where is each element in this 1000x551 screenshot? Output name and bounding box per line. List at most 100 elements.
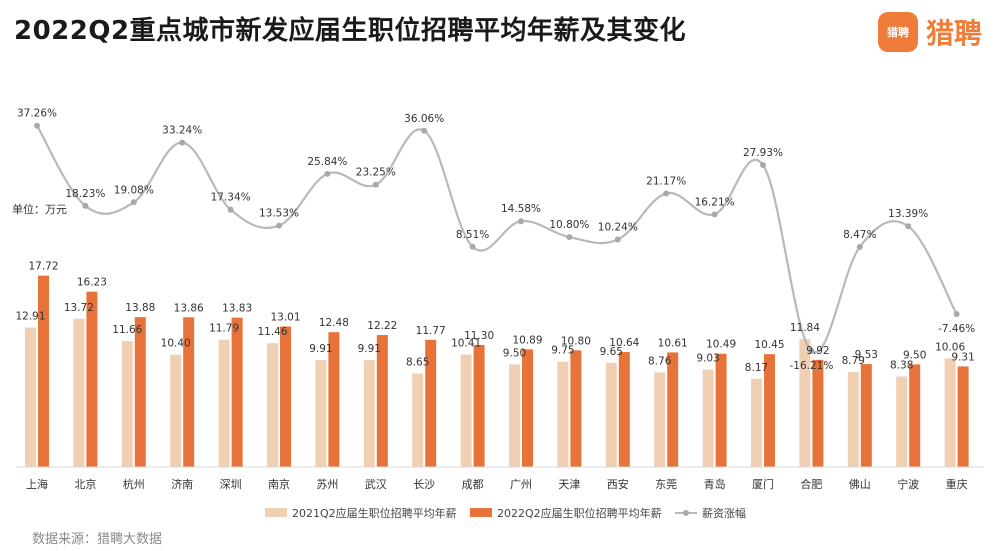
x-tick-label: 上海 (26, 477, 48, 491)
bar-2021-label: 13.72 (64, 302, 94, 314)
line-layer (34, 122, 960, 354)
x-tick-label: 南京 (268, 477, 290, 491)
liepin-logo-icon: 猎聘 (877, 12, 918, 52)
bar-2022 (86, 291, 98, 467)
bar-2022-label: 10.64 (609, 337, 639, 349)
bar-2021 (73, 318, 85, 467)
bar-2021-label: 9.75 (551, 345, 574, 357)
growth-point (663, 190, 670, 197)
bar-2022 (134, 317, 146, 467)
growth-label: 23.25% (356, 167, 396, 179)
bar-2021 (847, 372, 859, 467)
legend-label: 薪资涨幅 (702, 507, 746, 520)
bar-2022 (38, 275, 49, 467)
chart-title: 2022Q2重点城市新发应届生职位招聘平均年薪及其变化 (14, 16, 687, 46)
bar-layer (25, 275, 969, 467)
growth-label: 8.51% (456, 229, 489, 241)
legend: 2021Q2应届生职位招聘平均年薪 2022Q2应届生职位招聘平均年薪 薪资涨幅 (265, 506, 746, 520)
x-tick-label: 重庆 (946, 477, 968, 491)
bar-2021-label: 12.91 (15, 311, 45, 323)
x-axis: 上海 北京 杭州 济南 深圳 南京 苏州 武汉 长沙 成都 广州 天津 西安 东莞 青岛 厦门 合肥 佛山 宁波 重庆 (16, 466, 984, 491)
bar-2021-label: 8.17 (745, 362, 768, 374)
bar-2022-label: 13.88 (125, 302, 155, 314)
legend-item: 2022Q2应届生职位招聘平均年薪 (470, 506, 662, 520)
bar-2022 (957, 366, 969, 467)
x-tick-label: 西安 (607, 477, 629, 491)
bar-2021-label: 9.03 (696, 352, 719, 364)
bar-2022-label: 9.92 (806, 345, 829, 357)
bar-2022 (860, 364, 872, 467)
growth-label: 8.47% (843, 229, 876, 241)
bar-2022 (280, 326, 291, 467)
growth-label: 25.84% (307, 156, 347, 168)
bar-2022 (667, 352, 679, 467)
growth-point (324, 170, 331, 177)
growth-point (82, 202, 89, 209)
growth-label: -16.21% (789, 360, 833, 372)
growth-label: 19.08% (114, 184, 154, 196)
bar-2021-label: 10.41 (451, 338, 481, 350)
growth-point (469, 243, 476, 250)
growth-label: 33.24% (162, 125, 202, 137)
bar-2022 (909, 364, 921, 467)
x-tick-label: 宁波 (897, 477, 919, 491)
bar-2021-label: 8.65 (406, 357, 429, 369)
bar-2022-label: 12.22 (367, 320, 397, 332)
legend-swatch (470, 508, 492, 517)
growth-label: 17.34% (211, 192, 251, 204)
bar-2022-label: 9.53 (855, 349, 878, 361)
bar-2022-label: 13.01 (270, 311, 300, 323)
x-tick-label: 杭州 (123, 477, 145, 491)
data-source: 数据来源：猎聘大数据 (32, 532, 163, 547)
growth-point (421, 127, 428, 134)
bar-2022-label: 16.23 (77, 277, 107, 289)
bar-2022 (425, 339, 437, 467)
x-tick-label: 武汉 (365, 478, 387, 491)
growth-label: 10.24% (598, 221, 638, 233)
bar-2022 (715, 353, 727, 467)
growth-point (856, 243, 863, 250)
bar-2021 (412, 373, 424, 467)
growth-point (760, 162, 766, 169)
brand-name: 猎聘 (925, 17, 982, 50)
legend-item: 2021Q2应届生职位招聘平均年薪 (265, 506, 457, 520)
x-tick-label: 成都 (462, 478, 484, 491)
growth-point (518, 218, 524, 225)
bar-2021-label: 9.91 (358, 343, 381, 355)
bar-2021 (315, 359, 327, 467)
x-tick-label: 苏州 (316, 478, 338, 491)
bar-2021 (267, 343, 278, 467)
bar-2022-label: 10.61 (658, 337, 688, 349)
legend-marker (683, 510, 689, 516)
legend-label: 2021Q2应届生职位招聘平均年薪 (292, 506, 457, 520)
x-tick-label: 厦门 (752, 477, 774, 491)
bar-2022-label: 10.80 (561, 335, 591, 347)
bar-2022-label: 17.72 (28, 261, 58, 273)
growth-point (227, 206, 234, 213)
bar-2022 (618, 352, 630, 467)
bar-2021-label: 10.06 (935, 341, 965, 353)
growth-point (276, 222, 282, 229)
growth-point (566, 234, 573, 241)
x-tick-label: 青岛 (704, 477, 726, 491)
bar-2021 (605, 362, 617, 467)
bar-2021 (218, 339, 230, 467)
bar-2022-label: 13.86 (174, 302, 204, 314)
bar-2022-label: 11.30 (464, 330, 494, 342)
growth-point (179, 139, 186, 146)
bar-2022 (473, 344, 485, 467)
bar-2021 (751, 378, 762, 467)
x-tick-label: 佛山 (849, 478, 871, 491)
growth-label: 13.39% (888, 208, 928, 220)
growth-point (130, 199, 137, 206)
bar-2022 (522, 349, 533, 467)
bar-2022 (328, 332, 340, 467)
x-tick-label: 济南 (171, 477, 193, 491)
bar-2021 (702, 369, 714, 467)
bar-2022-label: 11.77 (416, 325, 446, 337)
bar-2021-label: 11.79 (209, 323, 239, 335)
growth-point (711, 211, 718, 218)
growth-label: 37.26% (17, 108, 57, 120)
label-layer: 12.91 17.72 13.72 16.23 11.66 13.88 10.40 13.86… (15, 108, 975, 374)
